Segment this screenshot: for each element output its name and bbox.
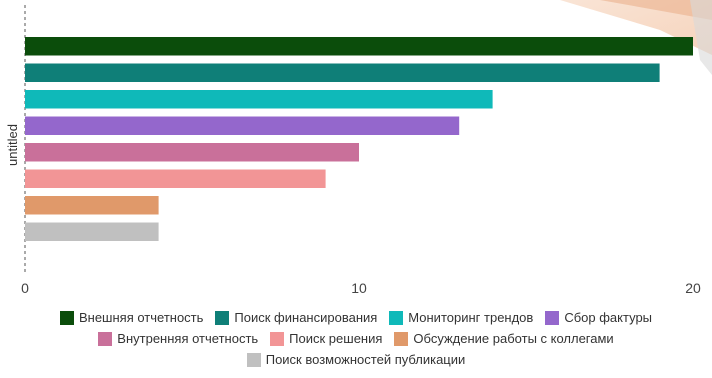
legend-swatch	[270, 331, 285, 346]
bar-2[interactable]	[25, 90, 493, 109]
legend-label: Внешняя отчетность	[78, 310, 204, 325]
legend-item[interactable]: Сбор фактуры	[545, 310, 652, 325]
bar-7[interactable]	[25, 222, 159, 242]
legend-item[interactable]: Мониторинг трендов	[389, 310, 533, 325]
legend-swatch	[394, 331, 409, 346]
legend-label: Поиск финансирования	[234, 310, 378, 325]
decoration	[560, 0, 712, 75]
legend-swatch	[389, 310, 404, 325]
legend-label: Поиск решения	[289, 331, 383, 346]
y-axis-title: untitled	[5, 124, 20, 166]
legend-item[interactable]: Внутренняя отчетность	[98, 331, 258, 346]
x-tick-label: 20	[685, 280, 701, 296]
legend-swatch	[98, 331, 113, 346]
legend-swatch	[545, 310, 560, 325]
legend-item[interactable]: Внешняя отчетность	[59, 310, 204, 325]
legend-label: Внутренняя отчетность	[117, 331, 259, 346]
legend-swatch	[215, 310, 230, 325]
bar-3[interactable]	[25, 116, 460, 136]
x-ticks: 0 10 20	[21, 280, 701, 296]
legend-row: Внутренняя отчетность Поиск решения Обсужд…	[98, 331, 614, 346]
legend-item[interactable]: Обсуждение работы с коллегами	[394, 331, 614, 346]
legend-label: Обсуждение работы с коллегами	[413, 331, 614, 346]
legend-label: Сбор фактуры	[564, 310, 653, 325]
legend-swatch	[59, 310, 74, 325]
bar-1[interactable]	[25, 63, 660, 83]
x-tick-label: 10	[351, 280, 367, 296]
x-tick-label: 0	[21, 280, 29, 296]
legend-swatch	[246, 352, 261, 367]
legend-row: Внешняя отчетность Поиск финансирования Мо…	[59, 310, 652, 325]
bar-6[interactable]	[25, 196, 159, 215]
legend-item[interactable]: Поиск возможностей публикации	[246, 352, 466, 367]
legend-label: Мониторинг трендов	[408, 310, 534, 325]
bars	[25, 37, 693, 241]
bar-5[interactable]	[25, 169, 326, 189]
bar-4[interactable]	[25, 143, 359, 162]
bar-0[interactable]	[25, 37, 693, 56]
legend-row: Поиск возможностей публикации	[246, 352, 466, 367]
chart-plot: 0 10 20 untitled	[5, 0, 712, 296]
legend-label: Поиск возможностей публикации	[265, 352, 466, 367]
legend: Внешняя отчетность Поиск финансирования Мо…	[0, 310, 712, 367]
legend-item[interactable]: Поиск решения	[270, 331, 382, 346]
legend-item[interactable]: Поиск финансирования	[215, 310, 377, 325]
